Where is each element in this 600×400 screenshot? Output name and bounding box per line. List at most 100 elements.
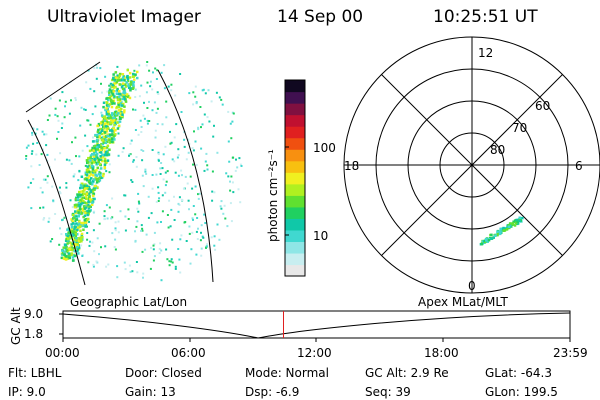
- emission-pixel: [99, 151, 103, 154]
- emission-pixel: [73, 173, 76, 176]
- emission-pixel: [108, 93, 111, 96]
- emission-pixel: [171, 238, 174, 241]
- emission-pixel: [91, 146, 94, 150]
- emission-pixel: [509, 222, 512, 225]
- emission-pixel: [211, 190, 214, 193]
- emission-pixel: [137, 200, 140, 203]
- emission-pixel: [89, 154, 93, 157]
- emission-pixel: [99, 127, 102, 131]
- emission-pixel: [80, 197, 83, 201]
- latitude-line-top: [25, 61, 101, 113]
- emission-pixel: [206, 116, 209, 119]
- emission-pixel: [57, 131, 60, 133]
- emission-pixel: [74, 197, 78, 201]
- emission-pixel: [46, 175, 49, 178]
- emission-pixel: [171, 158, 174, 161]
- emission-pixel: [59, 186, 61, 189]
- emission-pixel: [206, 164, 209, 167]
- emission-pixel: [170, 260, 173, 263]
- emission-pixel: [80, 244, 83, 247]
- emission-pixel: [124, 229, 127, 232]
- emission-pixel: [173, 136, 176, 139]
- emission-pixel: [124, 100, 128, 103]
- emission-pixel: [126, 74, 129, 78]
- emission-pixel: [30, 165, 33, 168]
- emission-pixel: [200, 224, 203, 227]
- colorbar-cell: [285, 206, 305, 219]
- emission-pixel: [155, 173, 158, 176]
- colorbar-unit-label: photon cm⁻²s⁻¹: [266, 149, 280, 242]
- emission-pixel: [59, 192, 62, 195]
- emission-pixel: [168, 199, 171, 202]
- emission-pixel: [99, 158, 102, 161]
- emission-pixel: [82, 228, 85, 231]
- emission-pixel: [191, 187, 194, 190]
- emission-pixel: [142, 114, 145, 117]
- emission-pixel: [87, 217, 90, 221]
- emission-pixel: [42, 178, 45, 181]
- emission-pixel: [134, 129, 137, 131]
- emission-pixel: [218, 238, 221, 241]
- emission-pixel: [98, 149, 101, 152]
- emission-pixel: [118, 90, 121, 93]
- emission-pixel: [128, 86, 131, 89]
- emission-pixel: [47, 220, 50, 223]
- emission-pixel: [70, 228, 74, 231]
- emission-pixel: [49, 240, 52, 243]
- emission-pixel: [81, 196, 84, 199]
- emission-pixel: [115, 105, 119, 109]
- emission-pixel: [125, 81, 128, 84]
- mode-info: Mode: Normal: [245, 366, 329, 380]
- emission-pixel: [154, 67, 157, 70]
- emission-pixel: [64, 244, 67, 247]
- emission-pixel: [228, 160, 231, 163]
- emission-pixel: [70, 246, 73, 250]
- emission-pixel: [88, 220, 90, 223]
- emission-pixel: [111, 133, 114, 136]
- emission-pixel: [94, 176, 97, 179]
- emission-pixel: [122, 94, 126, 97]
- emission-pixel: [156, 123, 159, 125]
- emission-pixel: [126, 79, 130, 83]
- emission-pixel: [189, 262, 192, 265]
- emission-pixel: [123, 76, 126, 79]
- emission-pixel: [107, 98, 110, 102]
- emission-pixel: [72, 231, 75, 235]
- emission-pixel: [159, 167, 162, 170]
- emission-pixel: [92, 229, 95, 232]
- emission-pixel: [144, 168, 147, 171]
- emission-pixel: [103, 163, 107, 166]
- emission-pixel: [86, 209, 89, 213]
- emission-pixel: [170, 83, 173, 86]
- emission-pixel: [496, 232, 499, 235]
- longitude-line-left: [27, 119, 86, 286]
- emission-pixel: [106, 151, 109, 154]
- emission-pixel: [65, 245, 68, 249]
- emission-pixel: [54, 107, 57, 110]
- emission-pixel: [116, 89, 119, 92]
- emission-pixel: [93, 250, 96, 253]
- emission-pixel: [77, 201, 81, 205]
- emission-pixel: [192, 103, 195, 106]
- emission-pixel: [104, 135, 108, 138]
- emission-pixel: [207, 89, 210, 92]
- emission-pixel: [78, 170, 81, 173]
- emission-pixel: [103, 116, 106, 119]
- emission-pixel: [237, 188, 240, 191]
- emission-pixel: [39, 206, 42, 209]
- emission-pixel: [114, 238, 117, 241]
- emission-pixel: [188, 142, 191, 145]
- emission-pixel: [108, 133, 111, 136]
- emission-pixel: [114, 248, 117, 251]
- emission-pixel: [68, 159, 71, 162]
- emission-pixel: [89, 170, 92, 174]
- hour-label-12: 12: [478, 46, 493, 60]
- emission-pixel: [486, 240, 489, 243]
- emission-pixel: [71, 206, 74, 209]
- emission-pixel: [129, 83, 133, 86]
- emission-pixel: [86, 119, 89, 122]
- emission-pixel: [83, 184, 86, 188]
- emission-pixel: [114, 76, 118, 79]
- emission-pixel: [186, 182, 189, 185]
- emission-pixel: [128, 71, 132, 75]
